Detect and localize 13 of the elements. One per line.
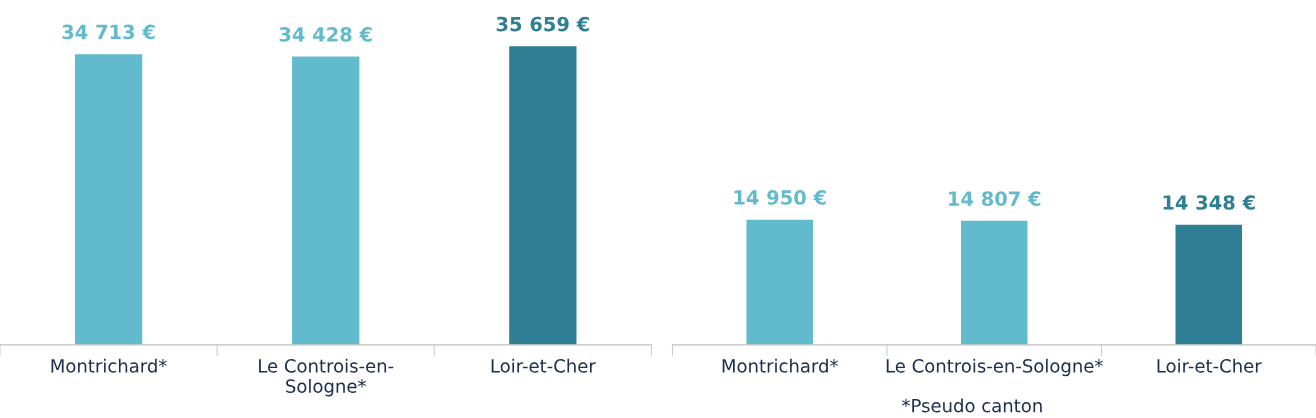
- data-label: 14 950 €: [734, 190, 826, 205]
- data-label: 35 659 €: [496, 16, 589, 32]
- x-tick-label: Loir-et-Cher: [491, 358, 596, 373]
- x-tick-label: Le Controis-en-Sologne*: [886, 358, 1103, 377]
- data-label: 14 348 €: [1163, 195, 1255, 210]
- data-label: 34 428 €: [279, 27, 372, 42]
- data-label: 34 713 €: [62, 24, 155, 40]
- text: *Pseudo canton: [902, 398, 1042, 413]
- x-tick-label: Montrichard*: [51, 358, 167, 373]
- x-tick-label: Loir-et-Cher: [1157, 358, 1262, 373]
- x-tick-label: Montrichard*: [722, 358, 838, 373]
- x-tick-label: Le Controis-en- Sologne*: [259, 358, 394, 397]
- data-label: 14 807 €: [949, 191, 1041, 206]
